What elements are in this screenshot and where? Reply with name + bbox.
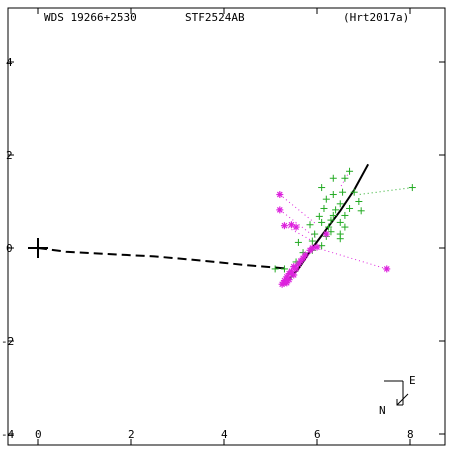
residual-point xyxy=(308,244,316,252)
residual-point xyxy=(313,243,321,251)
residual-line xyxy=(316,247,387,270)
measure-point xyxy=(306,221,314,229)
residual-point xyxy=(280,222,288,230)
y-tick-label: 4 xyxy=(6,56,13,69)
measure-point xyxy=(341,211,349,219)
y-tick-label: -4 xyxy=(1,428,15,441)
measure-point xyxy=(325,223,333,231)
east-label: E xyxy=(409,374,416,387)
orbit-dashed-segment xyxy=(37,247,290,270)
x-tick-label: 8 xyxy=(407,428,414,441)
measure-point xyxy=(329,191,337,199)
plot-frame xyxy=(7,7,446,446)
measure-point xyxy=(341,174,349,182)
measure-point xyxy=(350,188,358,196)
measure-point xyxy=(318,242,326,250)
measure-point xyxy=(271,265,279,273)
residual-point xyxy=(292,223,300,231)
measure-point xyxy=(346,167,354,175)
measure-point xyxy=(336,218,344,226)
measure-point xyxy=(327,216,335,224)
residual-point xyxy=(301,251,309,259)
measure-point xyxy=(322,195,330,203)
measure-point xyxy=(315,212,323,220)
y-tick-label: 2 xyxy=(6,149,13,162)
measure-point xyxy=(311,230,319,238)
residual-point xyxy=(285,276,293,284)
measure-point xyxy=(336,235,344,243)
x-tick-label: 2 xyxy=(128,428,135,441)
measure-point xyxy=(318,184,326,192)
measure-point xyxy=(339,188,347,196)
discoverer-label: STF2524AB xyxy=(185,11,245,24)
measure-point xyxy=(294,238,302,246)
residual-line xyxy=(358,187,413,196)
residual-lines xyxy=(279,171,413,270)
residuals-series xyxy=(276,191,391,288)
orientation-indicator: E N xyxy=(379,374,416,417)
measure-point xyxy=(329,174,337,182)
measure-point xyxy=(280,265,288,273)
measure-point xyxy=(318,218,326,226)
measure-point xyxy=(357,207,365,215)
x-tick-label: 6 xyxy=(314,428,321,441)
measure-point xyxy=(408,184,416,192)
residual-point xyxy=(322,230,330,238)
measure-point xyxy=(336,200,344,208)
x-tick-label: 0 xyxy=(35,428,42,441)
measure-point xyxy=(346,204,354,212)
x-tick-label: 4 xyxy=(221,428,228,441)
axis-ticks: 0 2 4 6 8 4 2 0 -2 -4 xyxy=(1,8,445,445)
wds-id-label: WDS 19266+2530 xyxy=(44,11,137,24)
north-label: N xyxy=(379,404,386,417)
residual-point xyxy=(276,206,284,214)
measure-point xyxy=(308,237,316,245)
motion-arrowhead-icon xyxy=(396,399,403,406)
residual-point xyxy=(276,191,284,199)
residual-point xyxy=(283,279,291,287)
orbit-reference-label: (Hrt2017a) xyxy=(343,11,409,24)
measure-point xyxy=(329,211,337,219)
y-tick-label: 0 xyxy=(6,242,13,255)
residual-point xyxy=(290,271,298,279)
residual-point xyxy=(383,265,391,273)
measure-point xyxy=(320,204,328,212)
measure-point xyxy=(341,223,349,231)
motion-arrow-icon xyxy=(396,393,409,406)
measure-point xyxy=(332,206,340,214)
primary-star-marker xyxy=(28,238,48,258)
y-tick-label: -2 xyxy=(1,335,14,348)
measure-point xyxy=(355,198,363,205)
